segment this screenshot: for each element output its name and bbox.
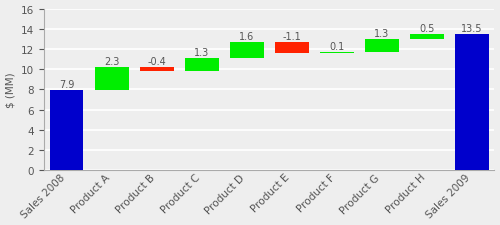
Bar (320, 53, 354, 54)
Text: 1.3: 1.3 (194, 48, 210, 58)
Bar (365, 40, 398, 53)
Text: 0.1: 0.1 (329, 42, 344, 52)
Text: 0.5: 0.5 (419, 24, 434, 34)
Text: 2.3: 2.3 (104, 57, 120, 67)
Bar (410, 35, 444, 40)
Text: -1.1: -1.1 (282, 32, 301, 42)
Bar (275, 43, 308, 54)
Text: -0.4: -0.4 (148, 57, 166, 67)
Text: 7.9: 7.9 (59, 80, 74, 90)
Bar (50, 91, 84, 171)
Bar (140, 68, 173, 72)
Bar (94, 68, 128, 91)
Text: 1.3: 1.3 (374, 29, 390, 38)
Bar (455, 35, 489, 171)
Bar (185, 59, 218, 72)
Y-axis label: $ (MM): $ (MM) (6, 72, 16, 108)
Bar (230, 43, 264, 59)
Text: 1.6: 1.6 (239, 32, 254, 42)
Text: 13.5: 13.5 (461, 24, 482, 34)
